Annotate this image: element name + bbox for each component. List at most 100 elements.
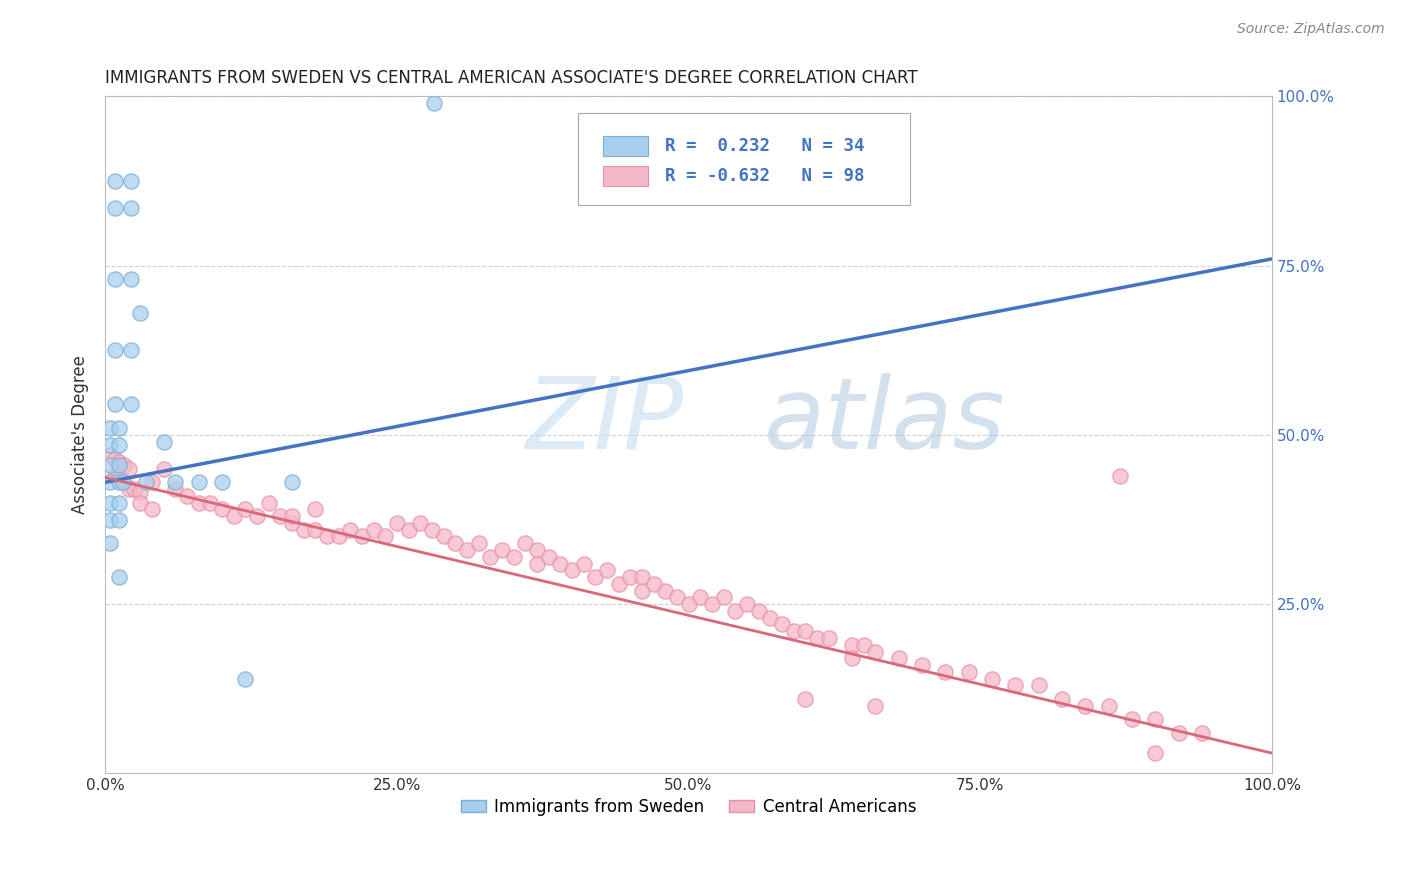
Point xyxy=(678,597,700,611)
Point xyxy=(817,631,839,645)
Point xyxy=(269,509,291,524)
Point xyxy=(108,458,131,473)
Point xyxy=(1097,698,1119,713)
Point xyxy=(759,611,782,625)
Point xyxy=(257,495,280,509)
Point xyxy=(363,523,385,537)
Point xyxy=(423,96,446,111)
Text: Source: ZipAtlas.com: Source: ZipAtlas.com xyxy=(1237,22,1385,37)
Point xyxy=(841,651,863,665)
Point xyxy=(561,563,583,577)
Point xyxy=(200,495,222,509)
Point xyxy=(103,397,125,411)
Point xyxy=(129,495,152,509)
Point xyxy=(152,434,174,449)
Point xyxy=(665,591,688,605)
Point xyxy=(841,638,863,652)
Point xyxy=(281,516,304,530)
Point xyxy=(1109,468,1132,483)
Point xyxy=(103,201,125,215)
Point xyxy=(1074,698,1097,713)
Point xyxy=(515,536,537,550)
Point xyxy=(491,543,513,558)
Point xyxy=(456,543,478,558)
Point xyxy=(887,651,910,665)
Point xyxy=(233,672,256,686)
Point xyxy=(1144,746,1167,760)
Point xyxy=(432,529,454,543)
Point xyxy=(1144,712,1167,726)
Point xyxy=(794,692,817,706)
Point xyxy=(211,502,233,516)
Point xyxy=(467,536,489,550)
Point xyxy=(643,577,665,591)
Point xyxy=(281,509,304,524)
Point xyxy=(304,523,326,537)
Point xyxy=(233,502,256,516)
Y-axis label: Associate's Degree: Associate's Degree xyxy=(72,356,89,515)
Point xyxy=(1191,726,1213,740)
Point xyxy=(98,458,121,473)
Point xyxy=(479,549,502,564)
Point xyxy=(141,475,163,490)
Point xyxy=(108,495,131,509)
Point xyxy=(724,604,747,618)
Point xyxy=(526,543,548,558)
Point xyxy=(852,638,875,652)
Point xyxy=(537,549,560,564)
Point xyxy=(108,455,131,469)
Point xyxy=(98,495,121,509)
Point xyxy=(1167,726,1189,740)
Point xyxy=(117,462,139,476)
Point xyxy=(165,475,187,490)
FancyBboxPatch shape xyxy=(603,136,648,156)
Point xyxy=(654,583,676,598)
Point xyxy=(187,495,209,509)
Point xyxy=(98,512,121,526)
Point xyxy=(863,644,886,658)
Point xyxy=(631,583,654,598)
Point xyxy=(770,617,793,632)
Point xyxy=(120,272,142,286)
Point xyxy=(1028,678,1050,692)
Point xyxy=(246,509,269,524)
Point xyxy=(120,397,142,411)
Point xyxy=(1121,712,1143,726)
Text: atlas: atlas xyxy=(765,373,1007,470)
Point xyxy=(444,536,467,550)
Point xyxy=(911,658,934,673)
Point xyxy=(98,536,121,550)
Point xyxy=(141,502,163,516)
Point xyxy=(129,306,152,320)
Point xyxy=(502,549,524,564)
Text: IMMIGRANTS FROM SWEDEN VS CENTRAL AMERICAN ASSOCIATE'S DEGREE CORRELATION CHART: IMMIGRANTS FROM SWEDEN VS CENTRAL AMERIC… xyxy=(105,69,918,87)
Point xyxy=(689,591,711,605)
Point xyxy=(103,468,125,483)
Point xyxy=(794,624,817,639)
Point xyxy=(120,174,142,188)
Point xyxy=(385,516,408,530)
Point xyxy=(631,570,654,584)
Point xyxy=(98,475,121,490)
Point xyxy=(108,472,131,486)
Point xyxy=(583,570,606,584)
Point xyxy=(103,272,125,286)
Point xyxy=(398,523,420,537)
Point xyxy=(1050,692,1073,706)
Point xyxy=(222,509,245,524)
Point xyxy=(957,665,980,679)
Point xyxy=(103,343,125,358)
Point xyxy=(409,516,432,530)
Point xyxy=(117,482,139,496)
Point xyxy=(187,475,209,490)
Point xyxy=(420,523,443,537)
Point xyxy=(700,597,723,611)
Point xyxy=(112,458,135,473)
Point xyxy=(98,438,121,452)
Point xyxy=(281,475,304,490)
Point xyxy=(1004,678,1026,692)
Point xyxy=(980,672,1002,686)
Text: R = -0.632   N = 98: R = -0.632 N = 98 xyxy=(665,168,865,186)
Legend: Immigrants from Sweden, Central Americans: Immigrants from Sweden, Central American… xyxy=(454,791,922,822)
Point xyxy=(135,475,157,490)
